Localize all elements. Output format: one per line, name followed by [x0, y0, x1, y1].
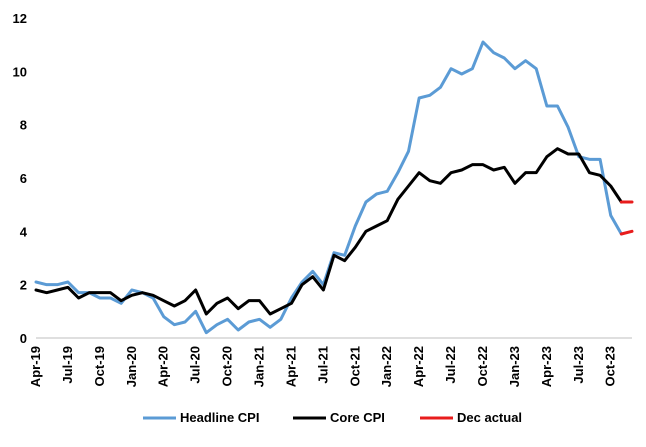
x-tick-label: Jan-23	[507, 346, 522, 387]
x-tick-label: Jan-22	[379, 346, 394, 387]
x-tick-label: Apr-23	[539, 346, 554, 387]
legend-item-core-cpi: Core CPI	[293, 410, 385, 425]
legend-label: Headline CPI	[180, 410, 259, 425]
y-tick-label: 10	[13, 64, 27, 79]
x-tick-label: Apr-21	[283, 346, 298, 387]
legend-label: Dec actual	[457, 410, 522, 425]
legend-item-headline-cpi: Headline CPI	[143, 410, 259, 425]
x-tick-label: Oct-23	[603, 346, 618, 386]
y-tick-label: 0	[20, 331, 27, 346]
core-cpi-line	[34, 147, 623, 316]
x-tick-label: Apr-22	[411, 346, 426, 387]
dec-actual-segment	[619, 229, 634, 236]
y-axis: 0 2 4 6 8 10 12	[13, 11, 28, 346]
legend-label: Core CPI	[330, 410, 385, 425]
x-tick-label: Jul-19	[60, 346, 75, 384]
x-tick-label: Oct-20	[220, 346, 235, 386]
legend: Headline CPI Core CPI Dec actual	[143, 410, 522, 425]
y-tick-label: 6	[20, 171, 27, 186]
y-tick-label: 8	[20, 118, 27, 133]
x-tick-label: Apr-19	[28, 346, 43, 387]
x-tick-label: Jul-20	[188, 346, 203, 384]
y-tick-label: 12	[13, 11, 27, 26]
x-tick-label: Oct-19	[92, 346, 107, 386]
x-tick-label: Jul-22	[443, 346, 458, 384]
x-tick-label: Oct-21	[347, 346, 362, 386]
x-tick-label: Apr-20	[156, 346, 171, 387]
x-tick-label: Jan-21	[252, 346, 267, 387]
headline-cpi-line	[34, 40, 623, 335]
legend-item-dec-actual: Dec actual	[420, 410, 522, 425]
y-tick-label: 2	[20, 278, 27, 293]
x-tick-label: Jan-20	[124, 346, 139, 387]
x-axis: Apr-19 Jul-19 Oct-19 Jan-20 Apr-20 Jul-20 Oct-…	[28, 337, 632, 387]
x-tick-label: Oct-22	[475, 346, 490, 386]
series-layer	[34, 40, 634, 335]
y-tick-label: 4	[20, 224, 28, 239]
x-tick-label: Jul-21	[315, 346, 330, 384]
x-tick-label: Jul-23	[571, 346, 586, 384]
